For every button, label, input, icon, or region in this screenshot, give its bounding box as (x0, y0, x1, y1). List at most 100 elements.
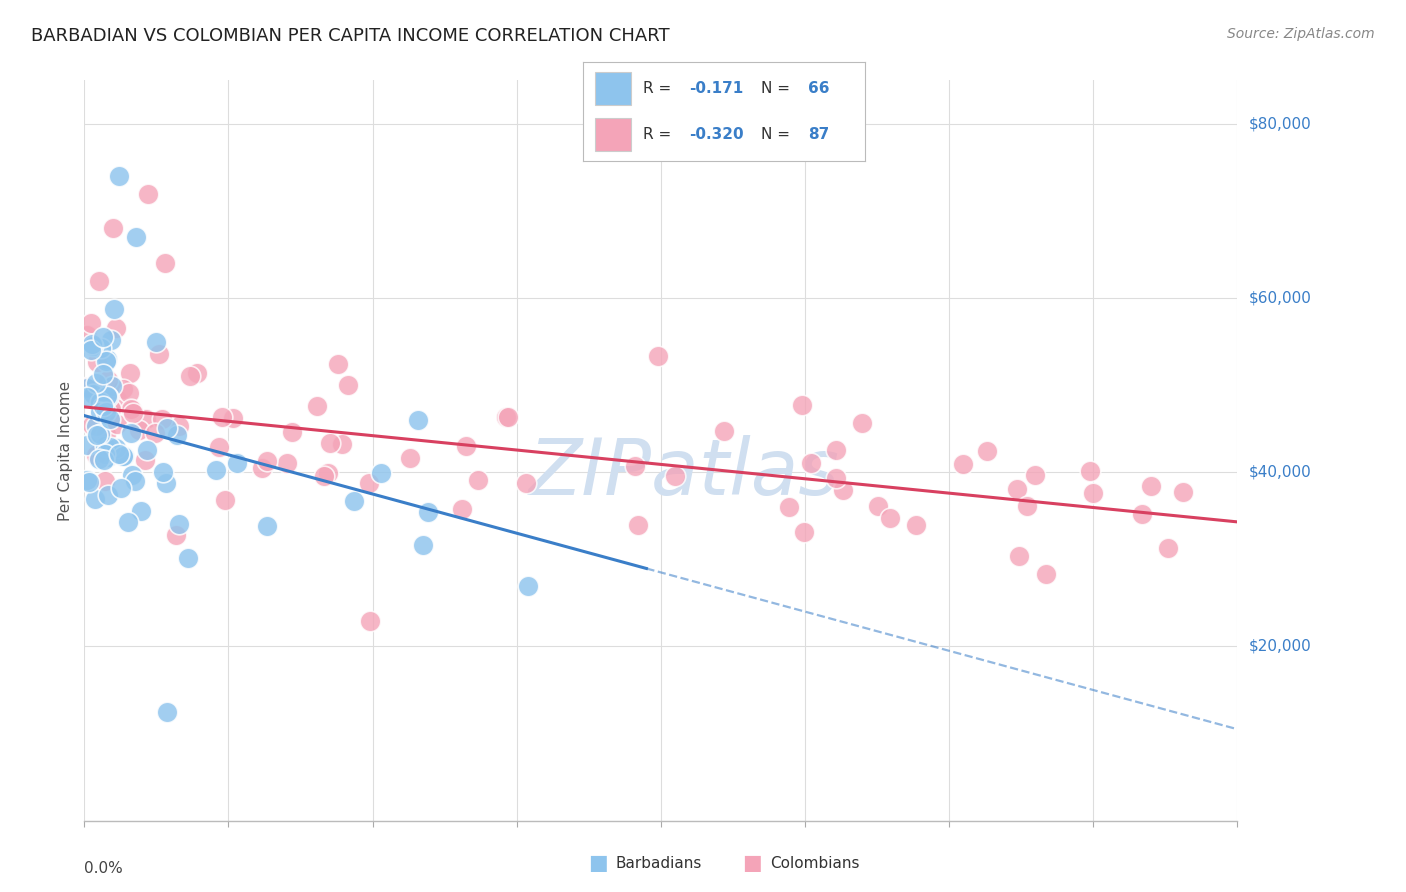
Point (143, 425, 166, 440)
Point (225, 456, 247, 470)
Point (76, 380, 98, 394)
Point (125, 230, 148, 244)
Point (80, 417, 103, 432)
Point (1083, 486, 1105, 500)
Point (105, 417, 128, 432)
Point (205, 463, 228, 477)
Point (134, 453, 156, 467)
Point (156, 421, 179, 435)
Point (222, 411, 245, 425)
Point (150, 412, 173, 426)
Point (121, 403, 143, 417)
Point (93, 453, 115, 467)
Point (314, 469, 336, 483)
Point (84, 492, 107, 507)
Point (307, 399, 329, 413)
Point (100, 401, 122, 416)
Point (93, 329, 115, 343)
Point (155, 476, 177, 491)
Point (342, 493, 364, 508)
Point (152, 465, 174, 479)
Point (627, 518, 650, 533)
Point (179, 369, 201, 384)
Point (359, 615, 381, 629)
Text: N =: N = (761, 81, 794, 96)
Text: Colombians: Colombians (770, 856, 860, 871)
Point (108, 169, 131, 183)
Text: ■: ■ (742, 854, 762, 873)
Text: $60,000: $60,000 (1249, 291, 1312, 306)
Point (1007, 483, 1029, 497)
Point (1078, 464, 1101, 478)
Point (1171, 485, 1194, 500)
Bar (595, 119, 631, 151)
Point (664, 469, 686, 483)
Point (84, 376, 107, 390)
Point (90, 342, 112, 356)
Point (1017, 499, 1039, 513)
Point (250, 461, 273, 475)
Point (79, 475, 101, 490)
Point (97, 488, 120, 502)
Point (318, 435, 340, 450)
Point (100, 333, 122, 347)
Point (110, 481, 132, 495)
Point (451, 502, 474, 516)
Point (76, 381, 98, 395)
Point (117, 516, 139, 530)
Point (832, 483, 855, 497)
Point (866, 499, 889, 513)
Text: 87: 87 (808, 127, 830, 142)
Point (1024, 468, 1046, 483)
Point (89, 452, 111, 467)
Point (76, 473, 98, 487)
Point (647, 349, 669, 363)
Text: -0.171: -0.171 (689, 81, 744, 96)
Point (97, 390, 120, 404)
Point (177, 550, 200, 565)
Point (281, 425, 304, 440)
Point (713, 424, 735, 438)
Point (1140, 479, 1163, 493)
Point (97, 450, 120, 464)
Text: N =: N = (761, 127, 794, 142)
Point (326, 357, 349, 371)
Point (118, 367, 141, 381)
Point (80, 316, 103, 330)
Point (148, 347, 170, 361)
Point (76, 327, 98, 342)
Point (1157, 541, 1180, 555)
Point (98, 440, 121, 454)
Text: R =: R = (643, 127, 676, 142)
Point (412, 538, 434, 552)
Bar (595, 72, 631, 104)
Point (120, 425, 142, 440)
Point (94, 439, 117, 453)
Point (904, 518, 927, 533)
Point (112, 450, 135, 464)
Point (851, 416, 873, 430)
Point (84, 448, 107, 462)
Point (624, 458, 647, 473)
Point (89, 405, 111, 419)
Point (84, 418, 107, 433)
Point (406, 413, 429, 427)
Point (91, 367, 114, 381)
Point (515, 476, 537, 491)
Point (91, 399, 114, 413)
Point (121, 468, 143, 483)
Point (136, 186, 159, 201)
Text: 0.0%: 0.0% (84, 862, 124, 876)
Point (208, 440, 231, 454)
Point (186, 366, 208, 380)
Point (136, 443, 159, 458)
Point (790, 398, 813, 412)
Point (276, 456, 298, 470)
Point (135, 411, 157, 425)
Point (105, 392, 128, 406)
Point (86, 355, 108, 369)
Point (108, 447, 131, 461)
Point (1035, 566, 1057, 581)
Point (91, 445, 114, 459)
Point (111, 449, 134, 463)
